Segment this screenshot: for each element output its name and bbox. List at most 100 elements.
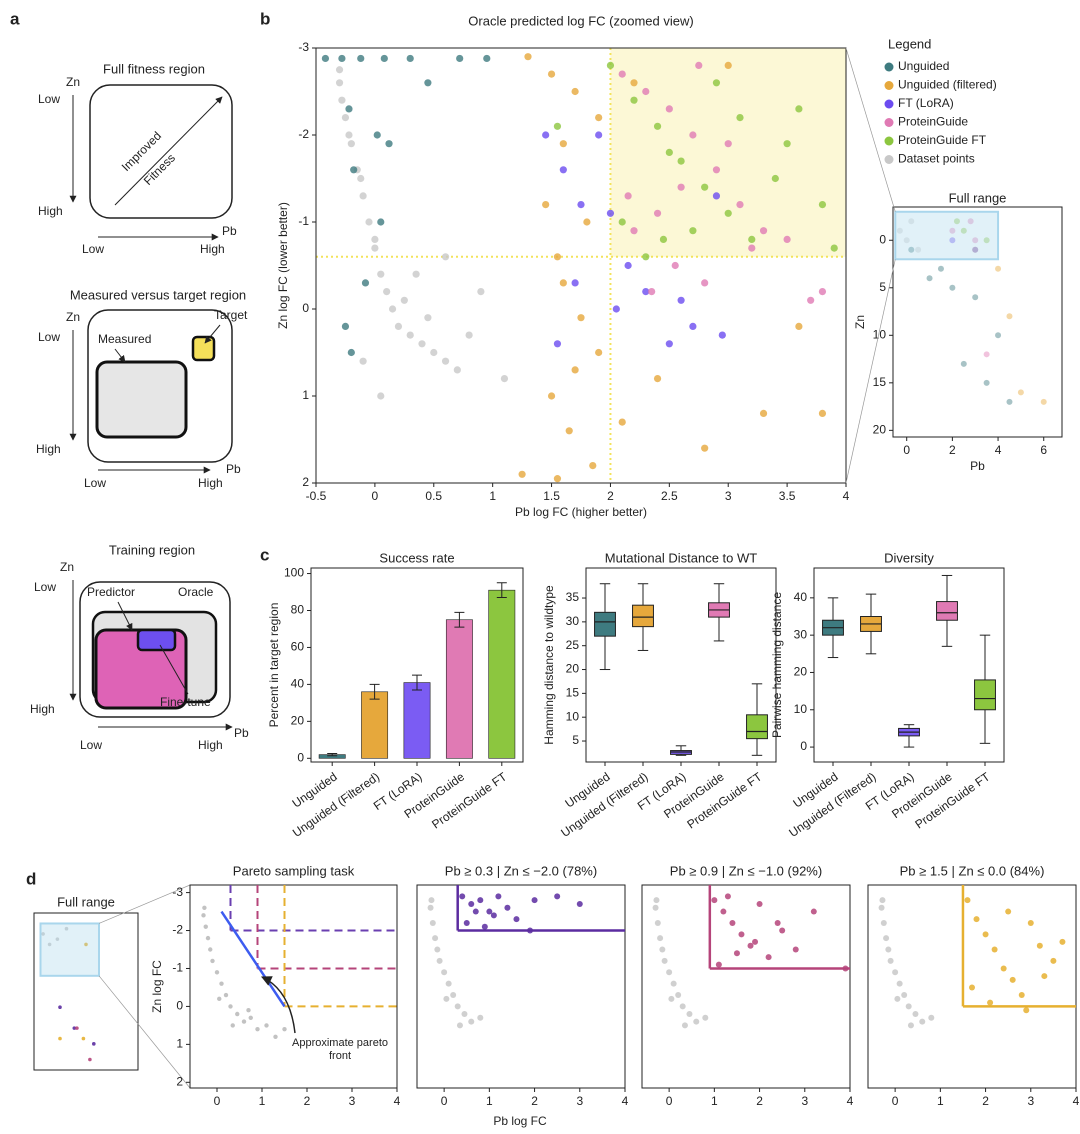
point xyxy=(671,261,679,270)
legend-swatch xyxy=(884,81,894,90)
y-tick-label: 0 xyxy=(297,750,304,764)
error-bar xyxy=(496,582,507,599)
axis-label: High xyxy=(38,204,63,218)
point xyxy=(972,294,979,301)
y-tick-label: 10 xyxy=(873,327,887,341)
x-tick-label: 2 xyxy=(982,1094,989,1108)
point xyxy=(380,54,388,63)
plot-frame xyxy=(33,912,139,1071)
diagram-title: Measured versus target region xyxy=(70,287,246,302)
point xyxy=(652,904,659,911)
point xyxy=(84,942,88,947)
y-tick-label: 40 xyxy=(291,677,305,691)
box xyxy=(936,601,958,621)
point xyxy=(264,1023,269,1028)
x-tick-label: 0 xyxy=(892,1094,899,1108)
point xyxy=(983,237,990,244)
point xyxy=(477,897,484,904)
point xyxy=(513,916,520,923)
point xyxy=(701,279,709,287)
y-tick-label: 5 xyxy=(879,280,886,294)
axis-label: Zn xyxy=(66,310,80,324)
panel-label: c xyxy=(260,545,269,564)
point xyxy=(983,351,990,358)
point xyxy=(359,357,367,365)
point xyxy=(453,366,461,374)
axis-label: High xyxy=(36,442,61,456)
point xyxy=(321,54,330,63)
y-tick-label: 2 xyxy=(302,475,309,489)
x-tick-label: 2 xyxy=(607,489,614,503)
y-axis-label: Percent in target region xyxy=(267,603,281,728)
y-tick-label: 20 xyxy=(566,662,580,676)
point xyxy=(463,919,470,926)
point xyxy=(771,174,779,183)
point xyxy=(350,166,358,174)
y-tick-label: 2 xyxy=(176,1074,183,1088)
point xyxy=(879,897,886,904)
point xyxy=(912,1011,919,1018)
point xyxy=(960,360,967,367)
point xyxy=(81,1036,86,1041)
point xyxy=(807,296,815,304)
point xyxy=(926,275,933,282)
x-tick-label: 4 xyxy=(843,489,850,503)
annotation-text: Approximate pareto front xyxy=(292,1037,388,1062)
point xyxy=(1040,398,1047,405)
point xyxy=(701,183,709,191)
arrow xyxy=(117,601,133,631)
point xyxy=(430,348,438,357)
point xyxy=(583,218,591,226)
diagram-title: Full fitness region xyxy=(103,61,205,76)
y-axis-label: Pairwise hamming distance xyxy=(770,592,784,738)
point xyxy=(666,969,673,976)
y-tick-label: -3 xyxy=(172,885,183,899)
point xyxy=(665,340,673,348)
point xyxy=(949,237,956,244)
point xyxy=(693,1018,700,1025)
point xyxy=(219,981,224,986)
point xyxy=(738,931,745,938)
legend-label: ProteinGuide xyxy=(898,115,968,129)
point xyxy=(58,1036,62,1041)
x-tick-label: 6 xyxy=(1040,443,1047,457)
point xyxy=(445,980,452,987)
point xyxy=(748,235,756,243)
point xyxy=(412,270,420,278)
plot-frame xyxy=(189,884,398,1089)
point xyxy=(724,140,732,148)
y-tick-label: 40 xyxy=(794,590,808,604)
point xyxy=(1000,965,1007,972)
point xyxy=(810,908,817,915)
x-tick-label: 1 xyxy=(937,1094,944,1108)
point xyxy=(915,246,922,253)
point xyxy=(559,140,567,148)
point xyxy=(654,919,661,926)
point xyxy=(571,279,579,287)
legend-label: Dataset points xyxy=(898,152,975,166)
point xyxy=(241,1019,247,1024)
chart-title: Pb ≥ 0.9 | Zn ≤ −1.0 (92%) xyxy=(670,863,822,878)
point xyxy=(371,235,379,243)
diagram-label: Predictor xyxy=(87,585,135,599)
plot-frame xyxy=(641,884,851,1089)
axis-label: Low xyxy=(38,92,60,106)
point xyxy=(385,140,393,148)
point xyxy=(908,246,915,253)
bar xyxy=(488,589,516,759)
plot-frame xyxy=(892,206,1063,438)
y-tick-label: 1 xyxy=(302,388,309,402)
annotation: Approximate pareto front xyxy=(292,1037,388,1062)
point xyxy=(341,114,350,122)
y-tick-label: 30 xyxy=(794,627,808,641)
diagram: Measured versus target region Zn Low Hig… xyxy=(36,287,248,490)
point xyxy=(665,148,673,156)
point xyxy=(668,995,675,1002)
point xyxy=(427,904,434,911)
point xyxy=(571,87,579,96)
axis-label: Zn xyxy=(66,75,80,89)
x-tick-label: 4 xyxy=(394,1094,401,1108)
point xyxy=(624,192,632,200)
point xyxy=(653,375,662,383)
point xyxy=(595,131,603,139)
